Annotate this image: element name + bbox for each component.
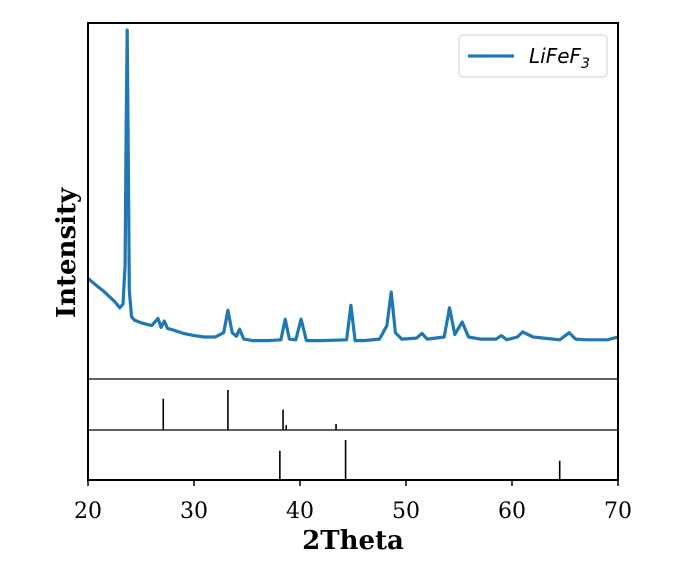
legend-label-lifef3: LiFeF3 <box>529 44 590 72</box>
x-axis-ticks: 20 30 40 50 60 70 <box>74 480 632 524</box>
x-tick-label: 20 <box>74 499 102 524</box>
x-axis-label: 2Theta <box>302 526 404 556</box>
x-tick-label: 40 <box>286 499 314 524</box>
legend: LiFeF3 <box>458 34 608 78</box>
y-axis-label: Intensity <box>52 187 82 318</box>
legend-label-base: LiFeF <box>529 44 582 68</box>
series-line-lifef3 <box>86 28 619 343</box>
x-tick-label: 60 <box>498 499 526 524</box>
legend-label-subscript: 3 <box>581 56 590 72</box>
legend-frame <box>458 34 608 78</box>
x-tick-label: 50 <box>392 499 420 524</box>
x-tick-label: 30 <box>180 499 208 524</box>
main-panel-frame <box>87 22 619 481</box>
reference-pattern-2 <box>279 440 561 480</box>
x-tick-label: 70 <box>604 499 632 524</box>
reference-pattern-1 <box>162 390 337 430</box>
